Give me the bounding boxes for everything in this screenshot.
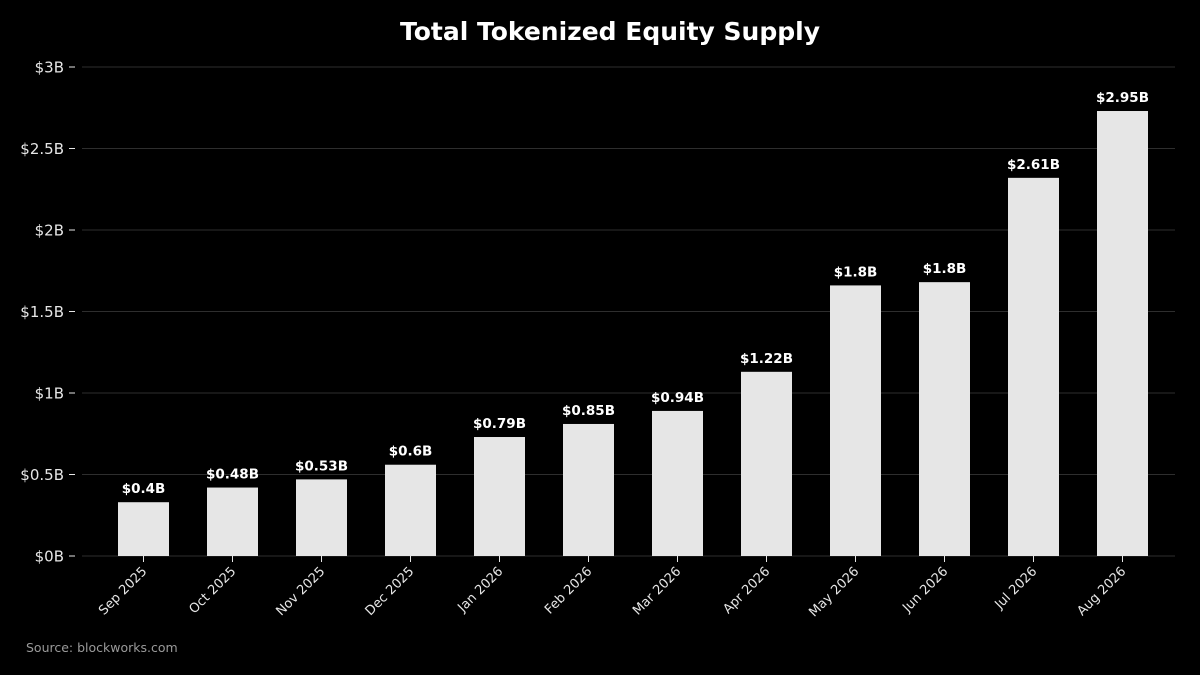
- data-label: $1.8B: [834, 264, 878, 280]
- bar: [830, 285, 881, 556]
- y-tick-label: $1.5B: [20, 303, 64, 321]
- y-axis: $0B $0.5B $1B $1.5B $2B $2.5B $3B: [20, 59, 75, 566]
- y-tick-label: $0.5B: [20, 466, 64, 484]
- bars: [118, 111, 1148, 556]
- bar: [919, 282, 970, 556]
- chart-title: Total Tokenized Equity Supply: [400, 17, 820, 46]
- data-label: $0.79B: [473, 416, 526, 432]
- data-label: $0.6B: [389, 444, 433, 460]
- bar: [741, 371, 792, 556]
- bar: [118, 502, 169, 556]
- bar: [296, 479, 347, 556]
- data-label: $0.85B: [562, 403, 615, 419]
- source-note: Source: blockworks.com: [26, 640, 178, 655]
- data-labels: $0.4B $0.48B $0.53B $0.6B $0.79B $0.85B $0.94B…: [122, 90, 1149, 497]
- bar: [207, 487, 258, 556]
- y-tick-label: $1B: [35, 385, 64, 403]
- data-label: $1.8B: [923, 261, 967, 277]
- data-label: $0.94B: [651, 390, 704, 406]
- bar: [1097, 111, 1148, 556]
- data-label: $2.95B: [1096, 90, 1149, 106]
- bar: [652, 410, 703, 556]
- bar: [385, 464, 436, 556]
- data-label: $0.4B: [122, 481, 166, 497]
- data-label: $0.48B: [206, 467, 259, 483]
- bar: [563, 423, 614, 556]
- y-tick-label: $2.5B: [20, 140, 64, 158]
- gridlines: [82, 66, 1175, 557]
- data-label: $1.22B: [740, 351, 793, 367]
- y-tick-label: $2B: [35, 222, 64, 240]
- y-tick-label: $3B: [35, 59, 64, 77]
- bar: [1008, 177, 1059, 556]
- y-tick-label: $0B: [35, 548, 64, 566]
- data-label: $2.61B: [1007, 157, 1060, 173]
- bar: [474, 437, 525, 556]
- data-label: $0.53B: [295, 458, 348, 474]
